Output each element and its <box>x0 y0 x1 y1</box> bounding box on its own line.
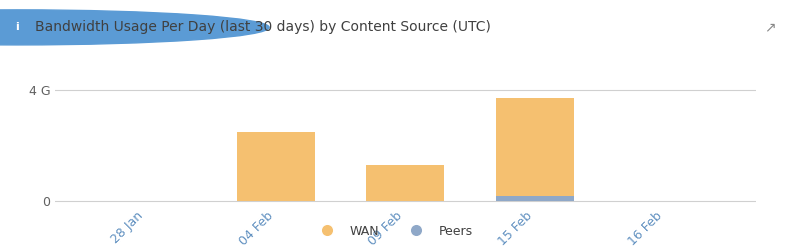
Bar <box>496 98 574 196</box>
Text: ↗: ↗ <box>764 20 775 34</box>
Text: i: i <box>16 22 19 32</box>
Circle shape <box>0 10 269 45</box>
Bar <box>496 196 574 201</box>
Bar <box>237 131 315 201</box>
Text: Bandwidth Usage Per Day (last 30 days) by Content Source (UTC): Bandwidth Usage Per Day (last 30 days) b… <box>35 20 491 34</box>
Bar <box>367 165 444 201</box>
Legend: WAN, Peers: WAN, Peers <box>309 220 478 243</box>
